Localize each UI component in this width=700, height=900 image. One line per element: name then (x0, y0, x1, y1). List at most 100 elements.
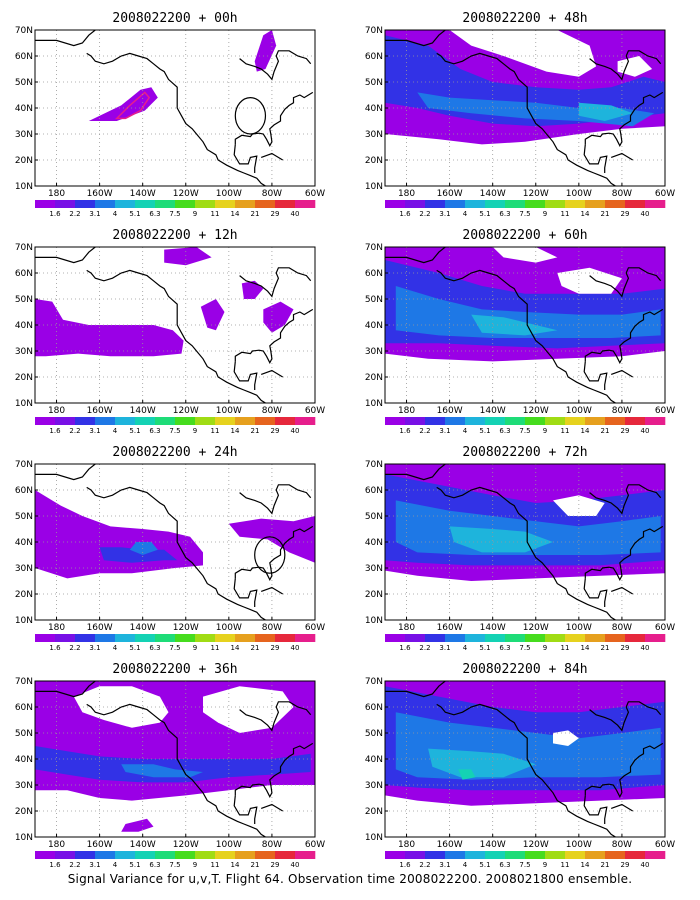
colorbar-label: 4 (463, 644, 468, 652)
colorbar-swatch (565, 417, 586, 425)
colorbar-label: 5.1 (479, 644, 490, 652)
colorbar-swatch (255, 851, 276, 859)
colorbar-swatch (525, 200, 546, 208)
colorbar-label: 3.1 (439, 210, 450, 218)
lat-label: 20N (365, 156, 383, 166)
coastline (260, 369, 284, 378)
colorbar-swatch (465, 851, 486, 859)
colorbar-swatch (295, 851, 316, 859)
lon-label: 160W (437, 840, 463, 850)
lon-label: 60W (655, 840, 675, 850)
coastline (584, 525, 664, 581)
panel-title: 2008022200 + 36h (112, 662, 237, 677)
colorbar-label: 29 (621, 427, 630, 435)
lon-label: 160W (87, 406, 113, 416)
colorbar-label: 2.2 (69, 644, 80, 652)
colorbar-swatch (215, 200, 236, 208)
shaded-region (121, 764, 203, 778)
coastline (239, 267, 312, 298)
colorbar-label: 3.1 (89, 861, 100, 869)
colorbar-swatch (75, 200, 96, 208)
colorbar-swatch (55, 417, 76, 425)
colorbar-label: 3.1 (89, 427, 100, 435)
lon-label: 100W (566, 406, 592, 416)
lon-label: 120W (173, 189, 199, 199)
colorbar-label: 7.5 (169, 210, 180, 218)
colorbar-label: 11 (211, 644, 220, 652)
colorbar-label: 2.2 (419, 210, 430, 218)
variance-field (35, 490, 315, 579)
colorbar-swatch (605, 634, 626, 642)
low-signal-region (553, 730, 579, 746)
lat-label: 60N (365, 486, 383, 496)
coastline (233, 578, 258, 607)
colorbar-label: 4 (463, 427, 468, 435)
coastline (583, 144, 608, 173)
coastline (233, 144, 258, 173)
low-signal-region (557, 267, 622, 294)
coastline (589, 267, 662, 298)
colorbar-label: 6.3 (149, 644, 160, 652)
colorbar-swatch (405, 200, 426, 208)
variance-field (35, 681, 315, 832)
colorbar-swatch (135, 634, 156, 642)
coastline (86, 52, 266, 186)
lat-label: 20N (365, 807, 383, 817)
shaded-region (35, 746, 311, 783)
lon-label: 80W (612, 189, 632, 199)
lon-label: 180 (48, 406, 65, 416)
colorbar-swatch (645, 634, 666, 642)
panel-title: 2008022200 + 60h (462, 228, 587, 243)
coastline (589, 50, 662, 81)
lon-label: 140W (130, 406, 156, 416)
colorbar-swatch (115, 200, 136, 208)
lat-label: 30N (365, 564, 383, 574)
colorbar-swatch (385, 417, 406, 425)
colorbar-label: 5.1 (129, 210, 140, 218)
lon-label: 80W (612, 840, 632, 850)
colorbar-label: 14 (231, 427, 240, 435)
shaded-region (241, 280, 264, 299)
colorbar-swatch (625, 634, 646, 642)
lat-label: 70N (15, 677, 33, 687)
colorbar-label: 6.3 (149, 427, 160, 435)
colorbar-label: 5.1 (479, 210, 490, 218)
lon-label: 120W (523, 189, 549, 199)
colorbar-swatch (35, 634, 56, 642)
lon-label: 180 (48, 840, 65, 850)
grid-lines (385, 30, 665, 186)
colorbar-label: 40 (641, 644, 650, 652)
colorbar: 1.6 2.2 3.1 4 5.1 6.3 7.5 9 11 14 21 29 40 (35, 634, 316, 652)
lon-label: 140W (480, 623, 506, 633)
colorbar-swatch (55, 634, 76, 642)
colorbar-swatch (295, 634, 316, 642)
map-panel: 2008022200 + 84h 10N 20N 30N 40N 50N 60N 70N 180… (365, 662, 675, 869)
colorbar-swatch (75, 851, 96, 859)
coastline (584, 308, 664, 364)
grid-lines (35, 247, 315, 403)
lon-label: 100W (566, 623, 592, 633)
colorbar-label: 4 (113, 861, 118, 869)
colorbar-swatch (135, 417, 156, 425)
colorbar-swatch (135, 851, 156, 859)
colorbar-swatch (525, 417, 546, 425)
lon-label: 120W (523, 406, 549, 416)
lon-label: 80W (262, 623, 282, 633)
colorbar-swatch (75, 417, 96, 425)
colorbar-label: 7.5 (169, 861, 180, 869)
colorbar-label: 3.1 (89, 644, 100, 652)
observation-circle (234, 97, 267, 135)
colorbar-label: 11 (211, 861, 220, 869)
colorbar-label: 6.3 (499, 427, 510, 435)
colorbar-swatch (115, 417, 136, 425)
variance-field (88, 30, 277, 121)
colorbar-label: 2.2 (419, 861, 430, 869)
lat-label: 70N (365, 243, 383, 253)
colorbar-swatch (605, 851, 626, 859)
colorbar-swatch (445, 851, 466, 859)
colorbar-swatch (175, 851, 196, 859)
lat-label: 60N (15, 52, 33, 62)
lat-label: 50N (15, 512, 33, 522)
lon-label: 100W (216, 406, 242, 416)
colorbar-label: 21 (251, 644, 260, 652)
